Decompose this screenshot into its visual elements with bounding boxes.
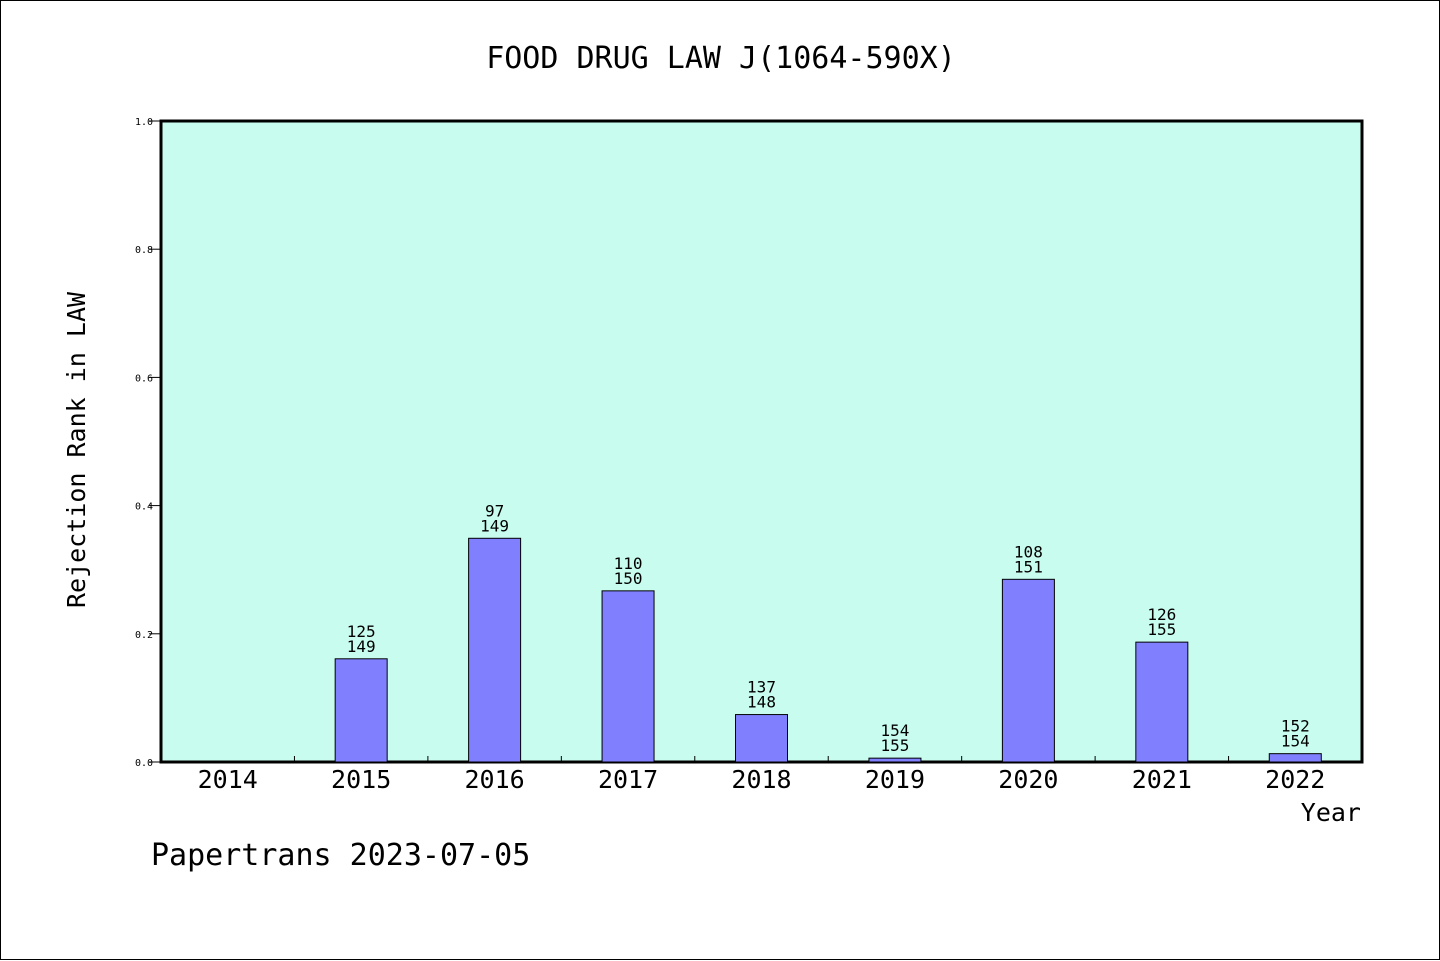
bar-label-bottom: 155	[1147, 620, 1176, 639]
y-tick-label: 0.4	[135, 502, 153, 513]
bars	[334, 537, 1322, 763]
bar-2016	[468, 537, 522, 763]
bar-label-top: 152	[1281, 717, 1310, 736]
bar-2017	[601, 590, 655, 763]
x-tick-label: 2022	[1265, 765, 1325, 794]
bar-2020	[1001, 578, 1055, 763]
x-tick-label: 2015	[331, 765, 391, 794]
bar-2015	[334, 658, 388, 763]
bar-label-top: 137	[747, 678, 776, 697]
x-tick-label: 2016	[465, 765, 525, 794]
x-tick-label: 2021	[1132, 765, 1192, 794]
bar-2021	[1135, 641, 1189, 763]
bar-label-top: 125	[347, 622, 376, 641]
bar-label-top: 108	[1014, 542, 1043, 561]
x-tick-label: 2018	[731, 765, 791, 794]
bar-label-bottom: 155	[880, 736, 909, 755]
bar-label-bottom: 154	[1281, 732, 1310, 751]
bar-label-top: 97	[485, 501, 504, 520]
footer-credit: Papertrans 2023-07-05	[151, 838, 530, 873]
x-tick-label: 2020	[998, 765, 1058, 794]
bar-label-bottom: 150	[614, 569, 643, 588]
x-tick-label: 2019	[865, 765, 925, 794]
x-axis-label: Year	[1301, 798, 1361, 827]
bar-2018	[735, 714, 788, 763]
bar-label-top: 110	[614, 554, 643, 573]
bar-label-top: 154	[880, 721, 909, 740]
bar-2022	[1268, 753, 1322, 763]
bar-label-bottom: 148	[747, 693, 776, 712]
bar-2019	[868, 757, 922, 763]
y-tick-label: 1.0	[135, 117, 153, 128]
y-tick-label: 0.6	[135, 373, 153, 384]
y-tick-label: 0.2	[135, 630, 153, 641]
bar-label-bottom: 149	[480, 516, 509, 535]
chart-title: FOOD DRUG LAW J(1064-590X)	[486, 41, 956, 76]
y-axis: 0.0 0.2 0.4 0.6 0.8 1.0	[135, 117, 161, 769]
x-axis: 2014 2015 2016 2017 2018 2019 2020 2021 2022	[198, 756, 1325, 794]
y-tick-label: 0.8	[135, 245, 153, 256]
x-tick-label: 2014	[198, 765, 258, 794]
y-axis-label: Rejection Rank in LAW	[62, 291, 91, 608]
y-tick-label: 0.0	[135, 758, 153, 769]
bar-labels: 1251499714911015013714815415510815112615…	[347, 501, 1310, 755]
bar-label-bottom: 149	[347, 637, 376, 656]
bar-label-bottom: 151	[1014, 557, 1043, 576]
bar-label-top: 126	[1147, 605, 1176, 624]
x-tick-label: 2017	[598, 765, 658, 794]
